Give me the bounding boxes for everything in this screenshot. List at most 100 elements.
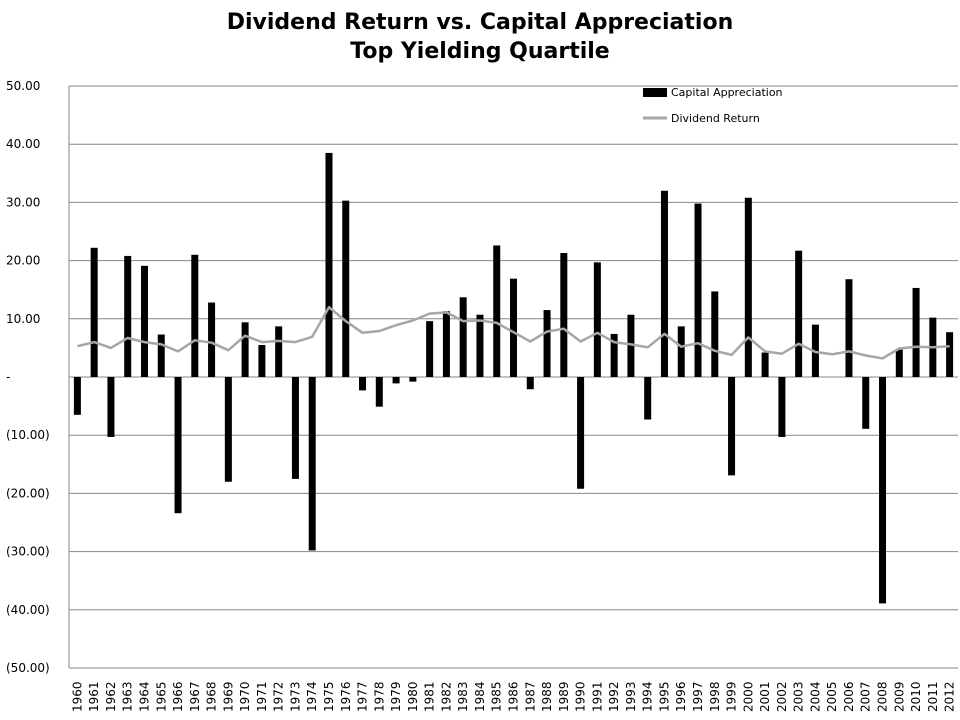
bar (795, 250, 803, 377)
y-tick-label: 20.00 (6, 254, 40, 268)
x-tick-label: 1989 (557, 681, 571, 712)
x-tick-label: 1972 (272, 681, 286, 712)
legend-label-dividend-return: Dividend Return (671, 112, 760, 125)
bar (208, 302, 216, 377)
bar (593, 262, 601, 377)
bar (879, 377, 887, 604)
x-tick-label: 1997 (691, 681, 705, 712)
bar (677, 326, 685, 377)
x-tick-label: 1983 (456, 681, 470, 712)
x-tick-label: 1981 (423, 681, 437, 712)
bar (308, 377, 316, 551)
x-tick-label: 1968 (205, 681, 219, 712)
bar (258, 344, 266, 377)
bar (359, 377, 367, 391)
bar (174, 377, 182, 514)
bar (845, 279, 853, 377)
x-tick-label: 1986 (507, 681, 521, 712)
x-tick-label: 1970 (238, 681, 252, 712)
x-tick-label: 1985 (490, 681, 504, 712)
y-tick-label: (50.00) (6, 661, 50, 675)
bar (761, 352, 769, 377)
x-tick-label: 1979 (389, 681, 403, 712)
bar (711, 291, 719, 377)
x-tick-label: 2008 (876, 681, 890, 712)
bar (627, 314, 635, 377)
x-tick-label: 1991 (590, 681, 604, 712)
bar (375, 377, 383, 407)
x-tick-label: 1980 (406, 681, 420, 712)
x-tick-label: 2000 (741, 681, 755, 712)
y-tick-label: (20.00) (6, 486, 50, 500)
bar (510, 278, 517, 377)
bar (946, 332, 954, 377)
y-tick-label: (30.00) (6, 545, 50, 559)
bar (728, 377, 736, 476)
bar (241, 322, 249, 377)
y-tick-label: 50.00 (6, 79, 40, 93)
bar (744, 197, 752, 377)
bar (157, 334, 165, 377)
bar (459, 297, 467, 377)
x-tick-label: 1978 (372, 681, 386, 712)
bar (660, 190, 668, 377)
bar (895, 349, 903, 377)
bar (694, 203, 702, 377)
bar (124, 255, 132, 377)
x-tick-label: 1964 (137, 681, 151, 712)
bar (493, 245, 501, 377)
x-tick-label: 2010 (909, 681, 923, 712)
x-tick-label: 2001 (758, 681, 772, 712)
x-tick-label: 1965 (154, 681, 168, 712)
bar (862, 377, 870, 429)
chart-title-block: Dividend Return vs. Capital Appreciation… (0, 8, 960, 66)
x-tick-label: 1984 (473, 681, 487, 712)
legend-label-capital-appreciation: Capital Appreciation (671, 86, 783, 99)
bar (577, 377, 585, 489)
x-tick-label: 1960 (70, 681, 84, 712)
x-tick-label: 2002 (775, 681, 789, 712)
x-tick-label: 1988 (540, 681, 554, 712)
x-tick-label: 1963 (121, 681, 135, 712)
x-tick-label: 1998 (708, 681, 722, 712)
x-tick-label: 1995 (657, 681, 671, 712)
x-tick-label: 1969 (221, 681, 235, 712)
bar (107, 377, 115, 437)
bar (342, 200, 350, 377)
x-tick-label: 2011 (926, 681, 940, 712)
x-tick-label: 1976 (339, 681, 353, 712)
bar (291, 377, 299, 479)
x-tick-label: 1992 (607, 681, 621, 712)
bar (426, 321, 434, 377)
x-tick-label: 1974 (305, 681, 319, 712)
bar (275, 326, 283, 377)
x-tick-label: 1990 (574, 681, 588, 712)
legend-swatch-capital-appreciation (643, 88, 667, 97)
y-tick-label: (10.00) (6, 428, 50, 442)
bar (560, 253, 568, 377)
x-tick-label: 1982 (439, 681, 453, 712)
bar (644, 377, 652, 420)
x-tick-label: 1971 (255, 681, 269, 712)
x-tick-label: 1961 (87, 681, 101, 712)
x-tick-label: 1993 (624, 681, 638, 712)
chart-title: Dividend Return vs. Capital Appreciation (226, 10, 734, 35)
bar (409, 377, 417, 382)
y-tick-label: 40.00 (6, 137, 40, 151)
x-tick-label: 1967 (188, 681, 202, 712)
x-tick-label: 2006 (842, 681, 856, 712)
x-tick-label: 2003 (792, 681, 806, 712)
bar (778, 377, 786, 437)
dividend-return-line (77, 305, 950, 360)
bar (140, 265, 148, 377)
bar (73, 377, 81, 415)
x-tick-label: 2012 (943, 681, 957, 712)
x-tick-label: 2005 (825, 681, 839, 712)
x-tick-label: 2004 (808, 681, 822, 712)
bar (90, 247, 98, 377)
bar (392, 377, 400, 384)
x-tick-label: 2007 (859, 681, 873, 712)
bar (912, 287, 920, 377)
y-axis-ticks: 50.00 40.00 30.00 20.00 10.00 - (10.00) (20.00)… (6, 79, 50, 675)
